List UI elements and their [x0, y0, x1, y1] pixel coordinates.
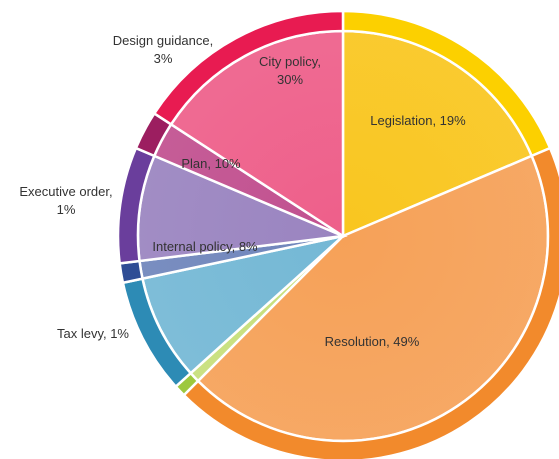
slice-label: City policy, — [259, 54, 321, 69]
slice-label: Legislation, 19% — [370, 113, 466, 128]
outside-slice-label: 3% — [154, 51, 173, 66]
outside-slice-label: Tax levy, 1% — [57, 326, 129, 341]
outside-slice-label: Executive order, — [19, 184, 112, 199]
pie-slices — [116, 9, 559, 459]
pie-outer-labels: Design guidance, 3% Executive order, 1% Tax … — [19, 33, 213, 341]
pie-slice-rim — [152, 9, 345, 127]
outside-slice-label: Design guidance, — [113, 33, 213, 48]
slice-label: 30% — [277, 72, 303, 87]
slice-label: Internal policy, 8% — [152, 239, 258, 254]
slice-label: Resolution, 49% — [325, 334, 420, 349]
slice-label: Plan, 10% — [181, 156, 241, 171]
outside-slice-label: 1% — [57, 202, 76, 217]
pie-inner-labels: Legislation, 19% Resolution, 49% Internal … — [152, 54, 466, 349]
